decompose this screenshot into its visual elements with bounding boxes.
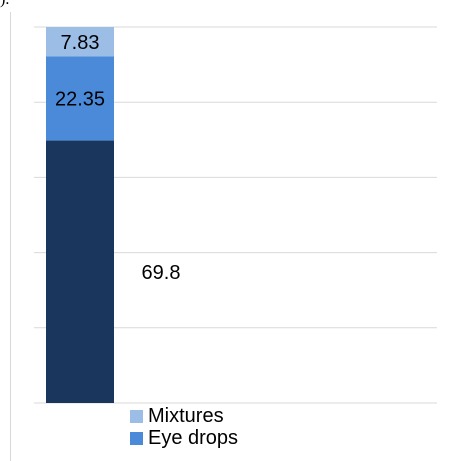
legend-label-mixtures: Mixtures [148, 405, 224, 427]
legend-item-mixtures: Mixtures [130, 405, 238, 427]
legend-item-eye-drops: Eye drops [130, 427, 238, 449]
bar-segment-2 [46, 27, 114, 57]
data-labels: 69.8 22.35 7.83 [55, 32, 181, 284]
legend-swatch-mixtures [130, 409, 143, 423]
bar-segment-0 [46, 140, 114, 403]
data-label-1: 22.35 [55, 89, 105, 111]
chart-frame-line [10, 12, 11, 461]
data-label-2: 7.83 [61, 32, 100, 54]
caption-fragment: ). [0, 0, 9, 9]
legend: Mixtures Eye drops [130, 405, 238, 449]
legend-swatch-eye-drops [130, 431, 143, 445]
legend-label-eye-drops: Eye drops [148, 427, 239, 449]
gridlines [34, 26, 437, 404]
data-label-0: 69.8 [142, 262, 181, 284]
bar-segments [46, 27, 114, 403]
bar-segment-1 [46, 56, 114, 141]
